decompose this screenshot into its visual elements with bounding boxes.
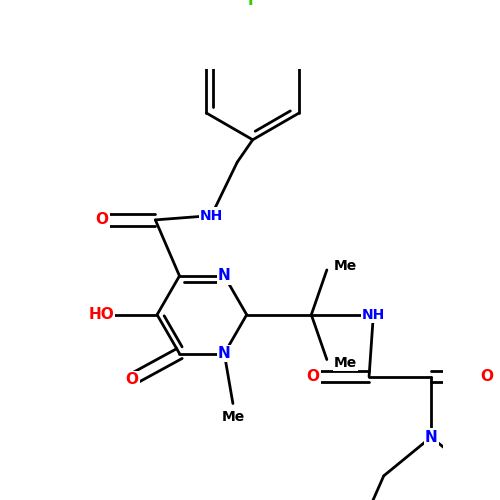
Text: F: F: [248, 0, 258, 8]
Text: Me: Me: [334, 356, 357, 370]
Text: O: O: [96, 212, 108, 228]
Text: NH: NH: [200, 208, 223, 222]
Text: O: O: [126, 372, 138, 387]
Text: Me: Me: [334, 260, 357, 274]
Text: N: N: [218, 346, 230, 361]
Text: N: N: [218, 268, 230, 283]
Text: NH: NH: [362, 308, 385, 322]
Text: Me: Me: [222, 410, 244, 424]
Text: HO: HO: [88, 307, 114, 322]
Text: O: O: [306, 370, 320, 384]
Text: N: N: [424, 430, 438, 444]
Text: O: O: [480, 370, 494, 384]
